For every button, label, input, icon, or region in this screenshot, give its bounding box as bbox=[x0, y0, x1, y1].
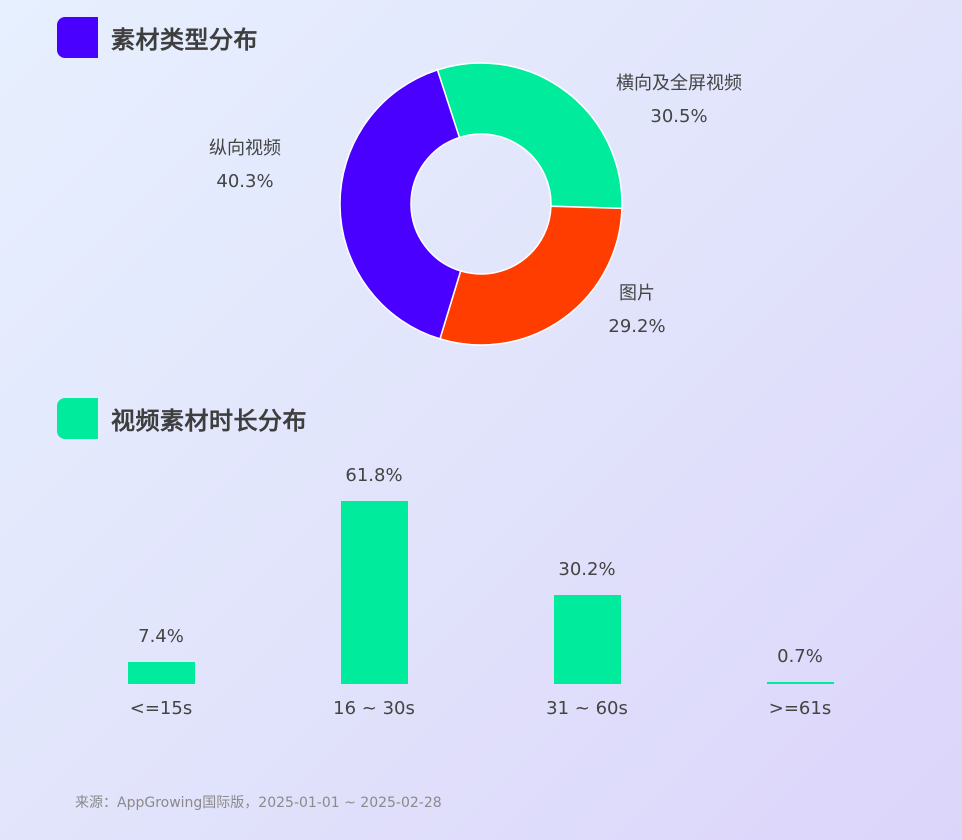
label-name: 纵向视频 bbox=[209, 138, 281, 159]
bar bbox=[340, 501, 408, 684]
label-value: 40.3% bbox=[216, 171, 274, 192]
donut-label-portrait: 纵向视频 40.3% bbox=[209, 132, 281, 198]
section-header-video-duration: 视频素材时长分布 bbox=[57, 398, 307, 439]
slice-landscape-video bbox=[436, 62, 623, 210]
bar-value-label: 7.4% bbox=[138, 626, 184, 648]
bar-category-label: 31 ~ 60s bbox=[546, 698, 628, 719]
bar-value-label: 0.7% bbox=[777, 645, 823, 667]
slice-portrait-video bbox=[339, 68, 462, 340]
section-marker bbox=[57, 17, 98, 58]
label-name: 横向及全屏视频 bbox=[616, 73, 742, 94]
section-marker bbox=[57, 398, 98, 439]
label-name: 图片 bbox=[619, 283, 655, 304]
bar-category-label: <=15s bbox=[129, 698, 193, 719]
slice-image bbox=[439, 205, 623, 346]
bar bbox=[127, 662, 195, 684]
bar-category-label: >=61s bbox=[768, 698, 832, 719]
bar-category-label: 16 ~ 30s bbox=[333, 698, 415, 719]
bar bbox=[553, 594, 621, 684]
source-note: 来源：AppGrowing国际版，2025-01-01 ~ 2025-02-28 bbox=[75, 795, 442, 811]
donut-chart bbox=[339, 62, 623, 346]
label-value: 30.5% bbox=[650, 106, 708, 127]
bar-value-label: 30.2% bbox=[558, 558, 616, 580]
section-header-material-type: 素材类型分布 bbox=[57, 17, 258, 58]
label-value: 29.2% bbox=[608, 316, 666, 337]
donut-label-landscape: 横向及全屏视频 30.5% bbox=[616, 67, 742, 133]
bar bbox=[766, 681, 834, 684]
section-title: 素材类型分布 bbox=[111, 26, 258, 54]
bar-value-label: 61.8% bbox=[345, 465, 403, 486]
donut-label-image: 图片 29.2% bbox=[608, 277, 665, 343]
section-title: 视频素材时长分布 bbox=[111, 407, 307, 435]
